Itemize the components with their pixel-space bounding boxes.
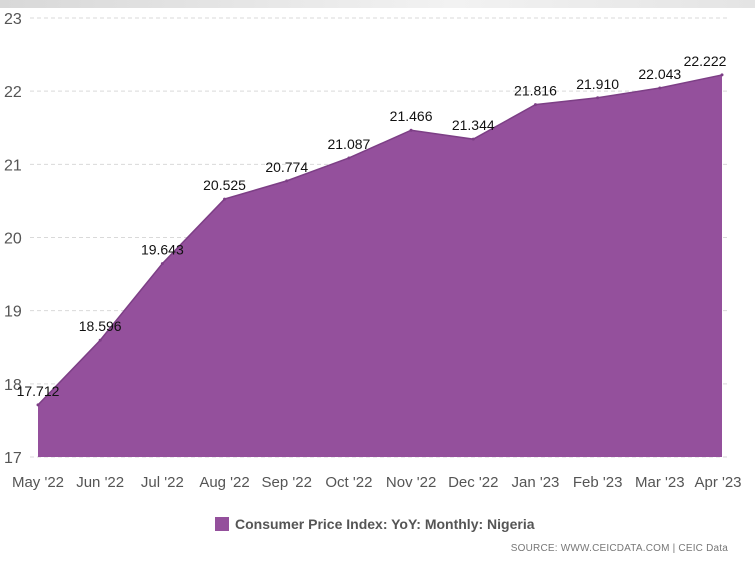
data-point xyxy=(471,137,475,141)
data-label: 21.816 xyxy=(514,83,557,99)
top-border xyxy=(0,0,755,8)
y-tick-label: 20 xyxy=(4,231,22,248)
y-tick-label: 23 xyxy=(4,11,22,28)
y-axis-ticks: 17 18 19 20 21 22 23 xyxy=(4,11,22,467)
series-line xyxy=(37,74,723,406)
data-label: 22.222 xyxy=(684,53,727,69)
x-tick-label: Dec '22 xyxy=(448,474,498,491)
y-tick-label: 18 xyxy=(4,377,22,394)
series-area xyxy=(36,73,724,457)
data-point xyxy=(285,179,289,183)
data-label: 21.466 xyxy=(390,108,433,124)
data-point xyxy=(658,86,662,90)
legend[interactable]: Consumer Price Index: YoY: Monthly: Nige… xyxy=(215,516,535,532)
data-labels: 17.712 18.596 19.643 20.525 20.774 21.087 21.4… xyxy=(17,53,727,399)
y-tick-label: 17 xyxy=(4,450,22,467)
x-tick-label: Apr '23 xyxy=(694,474,741,491)
data-label: 21.344 xyxy=(452,117,495,133)
x-tick-label: Jun '22 xyxy=(76,474,124,491)
x-tick-label: Mar '23 xyxy=(635,474,685,491)
data-point xyxy=(409,128,413,132)
data-point xyxy=(223,197,227,201)
legend-swatch xyxy=(215,517,229,531)
y-tick-label: 19 xyxy=(4,304,22,321)
data-label: 19.643 xyxy=(141,242,184,258)
data-label: 21.910 xyxy=(576,76,619,92)
data-label: 20.525 xyxy=(203,177,246,193)
data-point xyxy=(347,156,351,160)
x-tick-label: Sep '22 xyxy=(262,474,312,491)
y-tick-label: 21 xyxy=(4,157,22,174)
data-label: 22.043 xyxy=(638,66,681,82)
data-point xyxy=(533,103,537,107)
x-tick-label: May '22 xyxy=(12,474,64,491)
legend-label: Consumer Price Index: YoY: Monthly: Nige… xyxy=(235,516,535,532)
data-point xyxy=(36,403,40,407)
source-note: SOURCE: WWW.CEICDATA.COM | CEIC Data xyxy=(510,543,728,554)
area-fill xyxy=(38,74,722,457)
data-point xyxy=(160,262,164,266)
x-tick-label: Jul '22 xyxy=(141,474,184,491)
data-point xyxy=(720,73,724,77)
x-tick-label: Aug '22 xyxy=(199,474,249,491)
x-tick-label: Nov '22 xyxy=(386,474,436,491)
y-tick-label: 22 xyxy=(4,84,22,101)
x-axis-ticks: May '22 Jun '22 Jul '22 Aug '22 Sep '22 Oct '… xyxy=(12,474,742,491)
x-tick-label: Feb '23 xyxy=(573,474,623,491)
data-label: 17.712 xyxy=(17,383,60,399)
x-tick-label: Jan '23 xyxy=(512,474,560,491)
data-point xyxy=(596,96,600,100)
x-tick-label: Oct '22 xyxy=(325,474,372,491)
data-label: 21.087 xyxy=(327,136,370,152)
data-label: 20.774 xyxy=(265,159,308,175)
data-point xyxy=(98,338,102,342)
data-label: 18.596 xyxy=(79,318,122,334)
